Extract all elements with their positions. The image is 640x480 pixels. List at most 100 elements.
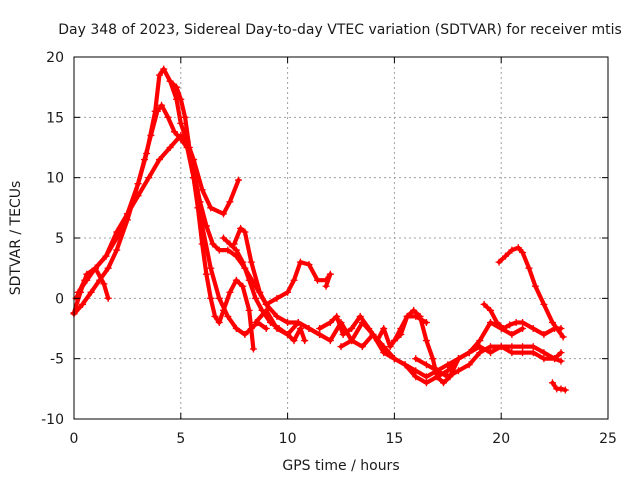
series-point — [113, 228, 121, 236]
series-point — [79, 300, 87, 308]
series-point — [155, 71, 163, 79]
y-tick-label: 0 — [55, 291, 64, 307]
series-point — [497, 343, 505, 351]
series-point — [305, 261, 313, 269]
series-point — [433, 373, 441, 381]
series-point — [401, 361, 409, 369]
series-point — [422, 318, 430, 326]
series-point — [273, 325, 281, 332]
series-point — [245, 306, 253, 314]
series-point — [548, 318, 556, 326]
series-point — [211, 312, 219, 320]
series-point — [207, 204, 215, 212]
series-point — [153, 107, 161, 115]
series-point — [155, 156, 163, 164]
series-point — [140, 156, 148, 164]
series-point — [487, 343, 495, 351]
series-point — [158, 101, 166, 109]
series-point — [252, 318, 260, 326]
series-point — [337, 343, 345, 351]
series-point — [177, 119, 185, 127]
series-point — [96, 276, 104, 284]
series-point — [422, 379, 430, 387]
series-point — [512, 318, 520, 326]
series-point — [386, 343, 394, 351]
series-point — [557, 385, 565, 393]
series-point — [170, 128, 178, 136]
series-point — [390, 355, 398, 363]
x-tick-label: 5 — [176, 431, 185, 447]
y-tick-label: 5 — [55, 231, 64, 247]
series-line-arc-14 — [497, 245, 566, 339]
series-point — [465, 361, 473, 369]
series-point — [501, 252, 509, 260]
series-point — [234, 176, 242, 184]
series-point — [380, 325, 388, 332]
series-point — [91, 264, 99, 272]
axis-ticks — [73, 56, 609, 420]
y-axis-label: SDTVAR / TECUs — [8, 181, 24, 296]
series-point — [173, 83, 181, 91]
series-point — [284, 288, 292, 296]
series-point — [74, 288, 82, 296]
series-point — [529, 343, 537, 351]
series-point — [412, 367, 420, 375]
series-point — [316, 325, 324, 332]
series-point — [301, 337, 309, 345]
series-point — [215, 318, 223, 326]
series-point — [224, 312, 232, 320]
series-line-arc-8 — [253, 308, 525, 379]
grid-lines — [74, 57, 608, 419]
series-point — [241, 228, 249, 236]
series-point — [557, 357, 565, 365]
series-point — [113, 246, 121, 254]
series-point — [454, 367, 462, 375]
series-point — [160, 65, 168, 73]
y-tick-label: 20 — [46, 50, 64, 66]
series-point — [102, 252, 110, 260]
series-point — [296, 258, 304, 266]
series-point — [433, 367, 441, 375]
series-point — [339, 331, 347, 339]
series-point — [207, 264, 215, 272]
series-point — [369, 331, 377, 339]
series-line-arc-2 — [71, 66, 241, 317]
series-point — [519, 318, 527, 326]
series-point — [333, 312, 341, 320]
series-line-arc-5 — [168, 78, 256, 352]
series-point — [429, 355, 437, 363]
series-point — [495, 258, 503, 266]
series-point — [529, 325, 537, 332]
series-point — [215, 294, 223, 302]
series-point — [557, 349, 565, 357]
series-point — [226, 198, 234, 206]
series-point — [202, 222, 210, 230]
data-series — [70, 65, 569, 394]
series-point — [226, 288, 234, 296]
series-point — [256, 288, 264, 296]
series-point — [508, 343, 516, 351]
series-point — [508, 349, 516, 357]
series-point — [232, 276, 240, 284]
series-point — [519, 248, 527, 256]
series-point — [519, 349, 527, 357]
series-point — [273, 294, 281, 302]
series-point — [241, 331, 249, 339]
series-point — [314, 276, 322, 284]
series-point — [209, 240, 217, 248]
series-point — [480, 300, 488, 308]
series-point — [239, 282, 247, 290]
series-point — [104, 294, 112, 302]
series-point — [422, 337, 430, 345]
series-point — [294, 318, 302, 326]
series-point — [224, 246, 232, 254]
y-tick-labels: -10 -5 0 5 10 15 20 — [41, 50, 64, 428]
series-point — [476, 343, 484, 351]
y-tick-label: 15 — [46, 110, 64, 126]
series-point — [529, 349, 537, 357]
x-tick-label: 0 — [70, 431, 79, 447]
series-point — [215, 246, 223, 254]
series-point — [166, 77, 174, 85]
series-point — [273, 312, 281, 320]
